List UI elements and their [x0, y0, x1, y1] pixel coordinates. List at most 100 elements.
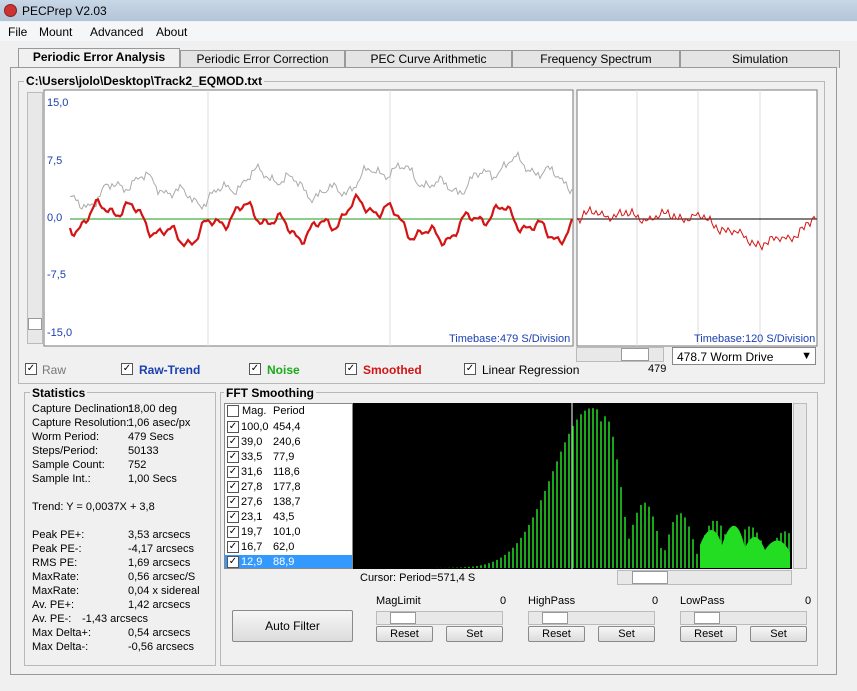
stat-value: 0,56 arcsec/S	[128, 571, 196, 583]
worm-scroll-thumb[interactable]	[621, 348, 649, 361]
stat-value: -4,17 arcsecs	[128, 543, 195, 555]
tab-strip: Periodic Error Analysis Periodic Error Co…	[0, 48, 857, 68]
cb[interactable]	[227, 405, 239, 417]
reset-button[interactable]: Reset	[528, 626, 585, 642]
period: 177,8	[273, 481, 301, 493]
spectrum-vscroll[interactable]	[793, 403, 807, 569]
timebase-worm: Timebase:120 S/Division	[694, 333, 816, 345]
stat-value: 0,04 x sidereal	[128, 585, 200, 597]
list-row[interactable]: ✓ 23,1 43,5	[225, 510, 352, 525]
scroll-thumb[interactable]	[28, 318, 42, 330]
tab[interactable]: Simulation	[680, 50, 840, 68]
checkbox[interactable]: ✓	[227, 511, 239, 523]
title-bar: PECPrep V2.03	[0, 0, 857, 21]
stat-label: Peak PE-:	[32, 543, 82, 555]
checkbox[interactable]: ✓	[345, 363, 357, 375]
fft-list[interactable]: Mag. Period ✓ 100,0 454,4 ✓ 39,0 240,6 ✓ 33,5 77,9…	[224, 403, 353, 569]
stat-value: -1,43 arcsecs	[82, 613, 149, 625]
list-row[interactable]: ✓ 31,6 118,6	[225, 465, 352, 480]
list-row[interactable]: ✓ 19,7 101,0	[225, 525, 352, 540]
menu-bar: File Mount Advanced About	[0, 22, 857, 41]
list-header: Mag.	[242, 405, 267, 417]
menu-item[interactable]: Mount	[39, 25, 73, 39]
period: 101,0	[273, 526, 301, 538]
slider-thumb[interactable]	[542, 612, 568, 624]
stat-label: MaxRate:	[32, 571, 80, 583]
y-tick-label: 7,5	[47, 155, 63, 167]
tab[interactable]: Frequency Spectrum	[512, 50, 680, 68]
checkbox-label: Smoothed	[363, 363, 422, 377]
magnitude: 27,6	[241, 496, 263, 508]
stat-label: Av. PE+:	[32, 599, 75, 611]
checkbox[interactable]: ✓	[227, 466, 239, 478]
fft-group	[220, 392, 818, 666]
stat-value: 752	[128, 459, 147, 471]
checkbox[interactable]: ✓	[227, 496, 239, 508]
checkbox[interactable]: ✓	[25, 363, 37, 375]
checkbox[interactable]: ✓	[249, 363, 261, 375]
scroll-value: 479	[648, 363, 667, 375]
list-row[interactable]: ✓ 16,7 62,0	[225, 540, 352, 555]
stat-value: 1,69 arcsecs	[128, 557, 191, 569]
checkbox[interactable]: ✓	[227, 436, 239, 448]
checkbox[interactable]: ✓	[227, 481, 239, 493]
set-button[interactable]: Set	[598, 626, 655, 642]
list-row[interactable]: ✓ 100,0 454,4	[225, 420, 352, 435]
stat-value: 1,06 asec/px	[128, 417, 191, 429]
stat-label: Capture Resolution:	[32, 417, 130, 429]
file-path: C:\Users\jolo\Desktop\Track2_EQMOD.txt	[24, 74, 265, 88]
hscroll-thumb[interactable]	[632, 571, 668, 584]
checkbox[interactable]: ✓	[227, 451, 239, 463]
stat-value: 479 Secs	[128, 431, 174, 443]
stat-label: Max Delta-:	[32, 641, 89, 653]
magnitude: 23,1	[241, 511, 263, 523]
list-row[interactable]: ✓ 39,0 240,6	[225, 435, 352, 450]
dropdown-arrow: ▼	[801, 350, 812, 362]
worm-drive-dropdown[interactable]: 478.7 Worm Drive ▼	[672, 347, 816, 365]
menu-item[interactable]: File	[8, 25, 28, 39]
stat-label: Worm Period:	[32, 431, 100, 443]
magnitude: 12,9	[241, 556, 263, 568]
set-button[interactable]: Set	[750, 626, 807, 642]
slider-thumb[interactable]	[390, 612, 416, 624]
set-button[interactable]: Set	[446, 626, 503, 642]
y-tick-label: -7,5	[47, 269, 66, 281]
list-row[interactable]: ✓ 12,9 88,9	[225, 555, 352, 568]
slider-thumb[interactable]	[694, 612, 720, 624]
tab-label: Periodic Error Analysis	[32, 50, 166, 64]
menu-item[interactable]: Advanced	[90, 25, 144, 39]
checkbox[interactable]: ✓	[227, 526, 239, 538]
y-tick-label: 0,0	[47, 212, 63, 224]
stat-value: 1,42 arcsecs	[128, 599, 191, 611]
checkbox-label: Noise	[267, 363, 300, 377]
vertical-scrollbar[interactable]	[27, 92, 43, 344]
list-header: Period	[273, 405, 305, 417]
tab[interactable]: Periodic Error Correction	[180, 50, 345, 68]
timebase-main: Timebase:479 S/Division	[449, 333, 571, 345]
checkbox[interactable]: ✓	[227, 421, 239, 433]
list-row[interactable]: ✓ 27,6 138,7	[225, 495, 352, 510]
menu-item[interactable]: About	[156, 25, 188, 39]
control-label: MagLimit	[376, 595, 421, 607]
plot-frame	[18, 81, 825, 384]
tab[interactable]: PEC Curve Arithmetic	[345, 50, 512, 68]
checkbox-label: Raw-Trend	[139, 363, 201, 377]
statistics-title: Statistics	[30, 386, 88, 400]
tab[interactable]: Periodic Error Analysis	[18, 48, 180, 68]
list-row[interactable]: ✓ 33,5 77,9	[225, 450, 352, 465]
stat-label: MaxRate:	[32, 585, 80, 597]
tab-label: Frequency Spectrum	[540, 52, 652, 66]
checkbox[interactable]: ✓	[464, 363, 476, 375]
magnitude: 33,5	[241, 451, 263, 463]
checkbox[interactable]: ✓	[227, 541, 239, 553]
reset-button[interactable]: Reset	[680, 626, 737, 642]
period: 240,6	[273, 436, 301, 448]
worm-scrollbar[interactable]	[576, 347, 664, 362]
period: 62,0	[273, 541, 295, 553]
reset-button[interactable]: Reset	[376, 626, 433, 642]
checkbox[interactable]: ✓	[121, 363, 133, 375]
list-row[interactable]: ✓ 27,8 177,8	[225, 480, 352, 495]
auto-filter-button[interactable]: Auto Filter	[232, 610, 353, 642]
checkbox[interactable]: ✓	[227, 556, 239, 568]
